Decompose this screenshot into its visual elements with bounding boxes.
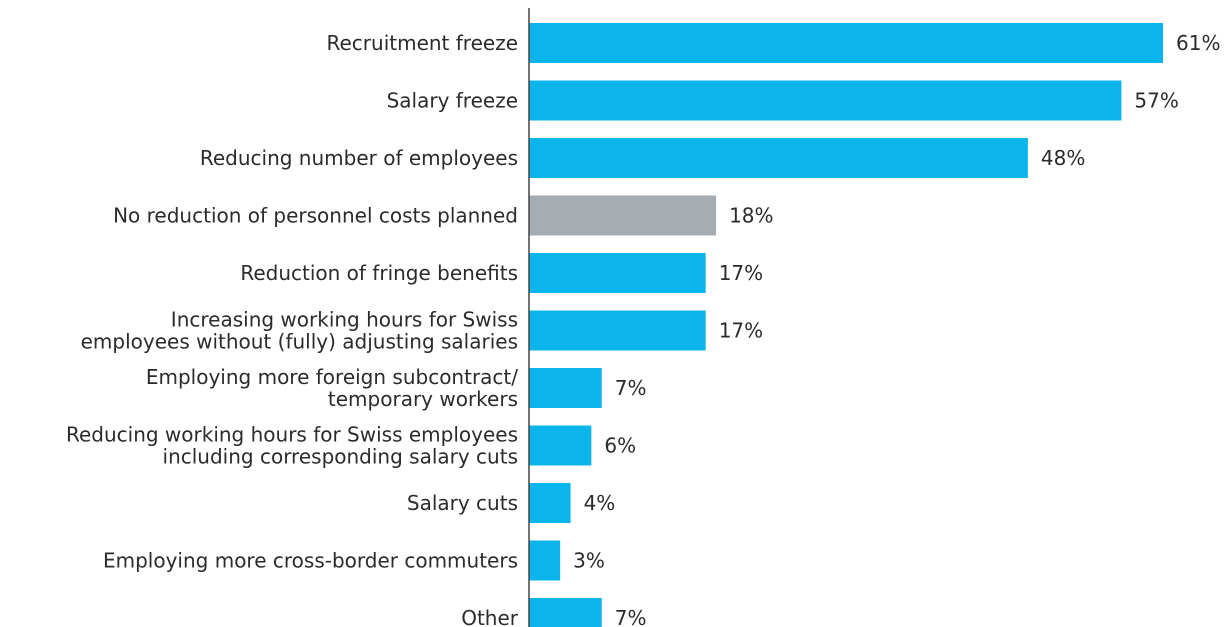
bar-9 bbox=[529, 540, 561, 581]
bar-10 bbox=[529, 598, 602, 627]
bar-6 bbox=[529, 368, 602, 408]
bar-5 bbox=[529, 310, 706, 351]
value-labels: 61% 57% 48% 18% 17% 17% 7% 6% 4% 3% 7% bbox=[573, 31, 1220, 627]
category-label-5-line-0: Increasing working hours for Swiss bbox=[171, 308, 518, 332]
value-label-3: 18% bbox=[729, 204, 773, 228]
bars-layer bbox=[529, 23, 1163, 627]
bar-1 bbox=[529, 80, 1122, 121]
category-label-7-line-1: including corresponding salary cuts bbox=[163, 445, 518, 469]
category-label-5-line-1: employees without (fully) adjusting sala… bbox=[81, 330, 518, 354]
value-label-5: 17% bbox=[719, 319, 763, 343]
category-label-0: Recruitment freeze bbox=[327, 31, 519, 55]
value-label-1: 57% bbox=[1134, 89, 1178, 113]
category-label-10: Other bbox=[461, 606, 519, 627]
category-label-2: Reducing number of employees bbox=[200, 146, 518, 170]
bar-3 bbox=[529, 195, 717, 236]
category-label-6-line-0: Employing more foreign subcontract/ bbox=[146, 365, 518, 389]
category-label-4: Reduction of fringe benefits bbox=[240, 261, 518, 285]
category-label-3: No reduction of personnel costs planned bbox=[113, 204, 518, 228]
value-label-10: 7% bbox=[615, 606, 647, 627]
value-label-0: 61% bbox=[1176, 31, 1220, 55]
value-label-9: 3% bbox=[573, 549, 605, 573]
category-labels: Recruitment freeze Salary freeze Reducing … bbox=[66, 31, 519, 627]
category-label-7-line-0: Reducing working hours for Swiss employe… bbox=[66, 423, 518, 447]
value-label-4: 17% bbox=[719, 261, 763, 285]
category-label-1: Salary freeze bbox=[387, 89, 518, 113]
bar-8 bbox=[529, 483, 571, 523]
value-label-2: 48% bbox=[1041, 146, 1085, 170]
bar-4 bbox=[529, 253, 706, 293]
bar-7 bbox=[529, 425, 592, 466]
category-label-6-line-1: temporary workers bbox=[328, 387, 518, 411]
value-label-6: 7% bbox=[615, 376, 647, 400]
bar-2 bbox=[529, 138, 1028, 178]
category-label-8: Salary cuts bbox=[407, 491, 518, 515]
bar-0 bbox=[529, 23, 1163, 63]
value-label-8: 4% bbox=[584, 491, 616, 515]
value-label-7: 6% bbox=[604, 434, 636, 458]
category-label-9: Employing more cross-border commuters bbox=[103, 549, 518, 573]
